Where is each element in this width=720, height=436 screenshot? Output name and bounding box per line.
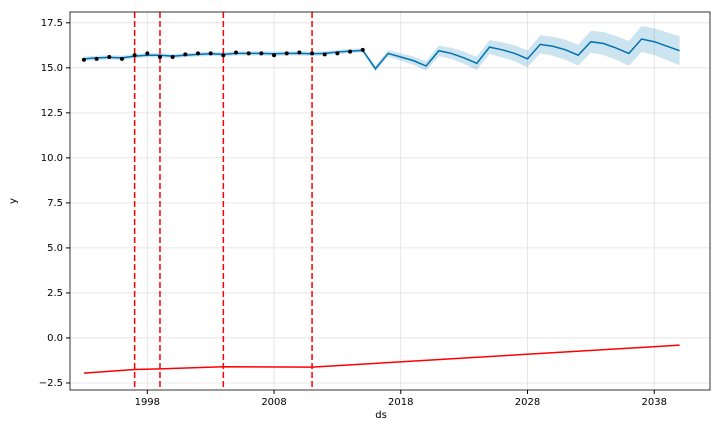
y-tick-label: 5.0 <box>47 243 63 254</box>
y-tick-label: 12.5 <box>41 108 63 119</box>
y-tick-label: −2.5 <box>39 378 63 389</box>
observed-point <box>119 56 124 61</box>
observed-point <box>132 53 137 58</box>
observed-point <box>335 51 340 56</box>
observed-point <box>208 51 213 56</box>
y-tick-label: 15.0 <box>41 63 63 74</box>
x-tick-label: 1998 <box>135 397 160 408</box>
observed-point <box>183 52 188 57</box>
plot-frame <box>69 11 711 391</box>
forecast-line <box>83 38 680 70</box>
observed-point <box>348 49 353 54</box>
y-tick-label: 7.5 <box>47 198 63 209</box>
x-tick-label: 2018 <box>388 397 413 408</box>
observed-point <box>157 55 162 60</box>
observed-point <box>322 52 327 57</box>
x-axis-label: ds <box>375 410 387 421</box>
observed-point <box>221 53 226 58</box>
x-tick-label: 2008 <box>261 397 286 408</box>
observed-point <box>360 47 365 52</box>
observed-point <box>246 51 251 56</box>
y-axis-label: y <box>8 198 19 204</box>
observed-point <box>272 53 277 58</box>
x-tick-label: 2038 <box>642 397 667 408</box>
y-tick-label: 0.0 <box>47 333 63 344</box>
observed-point <box>94 56 99 61</box>
observed-point <box>284 51 289 56</box>
observed-point <box>234 50 239 55</box>
observed-point <box>81 57 86 62</box>
trend-line <box>83 344 680 374</box>
observed-point <box>297 50 302 55</box>
y-tick-label: 2.5 <box>47 288 63 299</box>
observed-point <box>310 51 315 56</box>
y-tick-label: 10.0 <box>41 153 63 164</box>
observed-point <box>259 51 264 56</box>
observed-point <box>170 55 175 60</box>
observed-point <box>107 55 112 60</box>
observed-point <box>145 51 150 56</box>
uncertainty-band <box>83 26 680 72</box>
observed-point <box>196 51 200 56</box>
y-tick-label: 17.5 <box>41 18 63 29</box>
x-tick-label: 2028 <box>515 397 540 408</box>
